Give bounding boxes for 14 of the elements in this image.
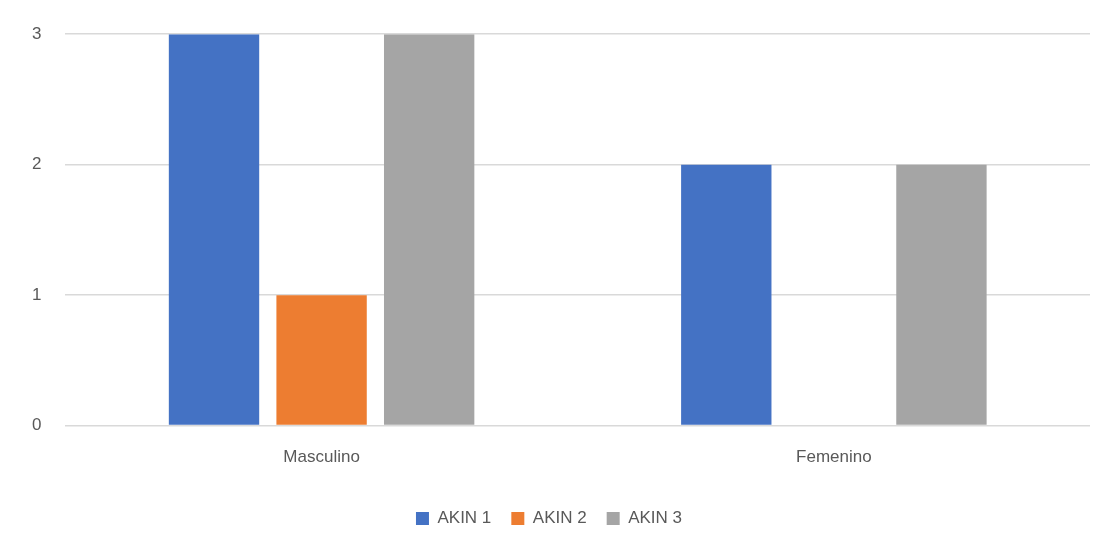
y-tick-label: 0 bbox=[31, 415, 42, 435]
legend-label: AKIN 2 bbox=[532, 508, 587, 528]
y-tick-label: 3 bbox=[31, 23, 42, 43]
x-tick-label: Femenino bbox=[796, 447, 872, 467]
y-tick-label: 1 bbox=[31, 284, 42, 304]
bar bbox=[383, 34, 475, 425]
bar bbox=[681, 164, 772, 425]
legend-label: AKIN 3 bbox=[628, 508, 683, 528]
bar bbox=[276, 295, 367, 425]
x-tick-label: Masculino bbox=[283, 447, 360, 467]
bar bbox=[168, 34, 260, 425]
y-tick-label: 2 bbox=[31, 154, 42, 174]
bar bbox=[896, 164, 987, 425]
legend-label: AKIN 1 bbox=[437, 508, 492, 528]
